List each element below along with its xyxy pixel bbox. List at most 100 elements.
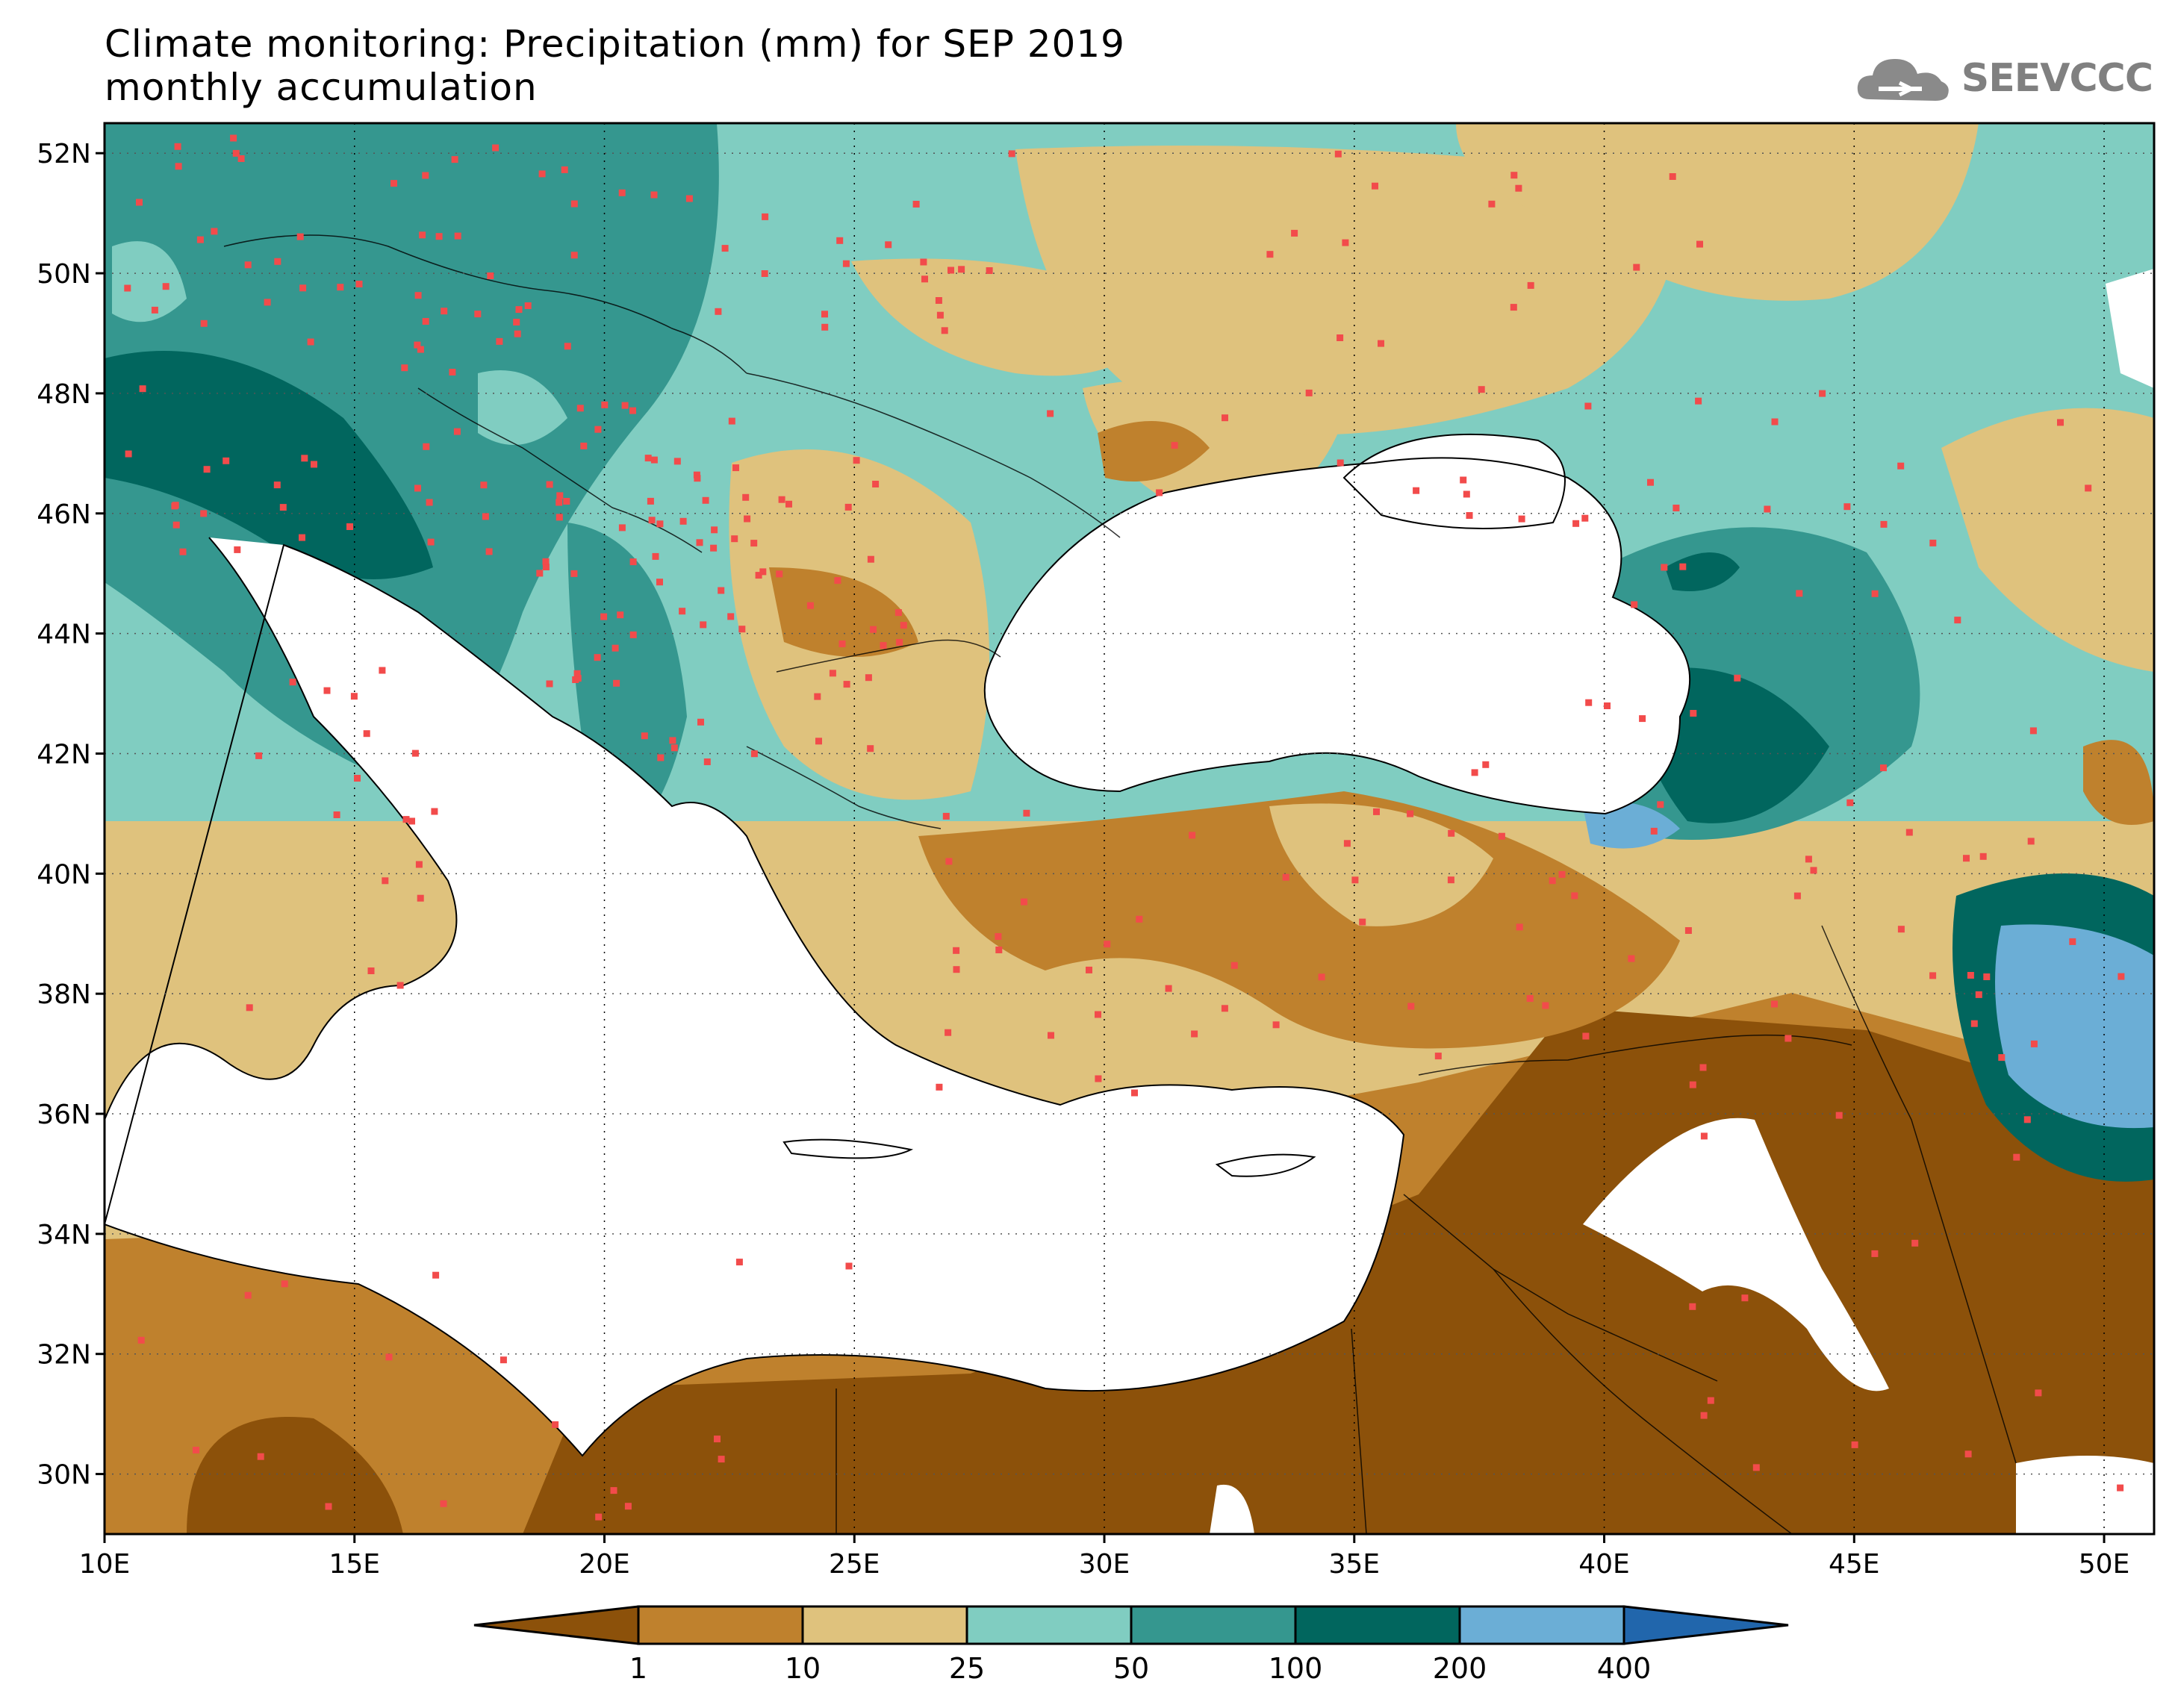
- station-marker: [1498, 832, 1505, 840]
- station-marker: [171, 502, 178, 510]
- station-marker: [2013, 1153, 2020, 1161]
- station-marker: [867, 555, 874, 563]
- station-marker: [1372, 182, 1378, 190]
- station-marker: [624, 1503, 632, 1510]
- station-marker: [1373, 808, 1380, 815]
- station-marker: [2117, 1484, 2124, 1492]
- seevccc-logo: SEEVCCC: [1853, 45, 2153, 112]
- station-marker: [350, 693, 358, 700]
- station-marker: [1880, 520, 1888, 528]
- station-marker: [299, 284, 307, 292]
- station-marker: [1967, 972, 1974, 979]
- station-marker: [995, 947, 1003, 953]
- station-marker: [273, 481, 281, 489]
- station-marker: [936, 311, 944, 319]
- station-marker: [844, 503, 852, 511]
- station-marker: [657, 754, 665, 761]
- station-marker: [610, 1487, 617, 1494]
- station-marker: [1897, 926, 1905, 933]
- station-marker: [1819, 390, 1826, 397]
- station-marker: [552, 1421, 559, 1428]
- station-marker: [1189, 832, 1196, 839]
- station-marker: [1021, 898, 1027, 906]
- lon-tick-label: 35E: [1328, 1549, 1380, 1580]
- station-marker: [379, 667, 386, 674]
- station-marker: [1095, 1075, 1102, 1082]
- station-marker: [1542, 1002, 1549, 1009]
- lat-tick-label: 48N: [37, 379, 91, 410]
- station-marker: [1351, 876, 1359, 884]
- station-marker: [732, 464, 739, 472]
- station-marker: [806, 602, 814, 609]
- station-marker: [546, 481, 553, 488]
- station-marker: [427, 538, 435, 546]
- station-marker: [346, 523, 353, 530]
- colorbar-segment: [1458, 1605, 1625, 1645]
- station-marker: [255, 752, 263, 759]
- station-marker: [1008, 150, 1015, 158]
- station-marker: [1964, 1450, 1972, 1458]
- station-marker: [563, 498, 570, 505]
- station-marker: [367, 967, 375, 974]
- station-marker: [1131, 1089, 1138, 1097]
- station-marker: [354, 775, 361, 782]
- station-marker: [570, 570, 578, 577]
- station-marker: [1871, 1250, 1879, 1257]
- lat-tick-label: 36N: [37, 1100, 91, 1130]
- station-marker: [1478, 386, 1485, 393]
- station-marker: [414, 341, 421, 349]
- station-marker: [1843, 503, 1851, 511]
- station-marker: [1929, 972, 1937, 979]
- station-marker: [1810, 867, 1817, 874]
- station-marker: [223, 457, 230, 464]
- station-marker: [594, 654, 601, 661]
- station-marker: [417, 894, 424, 902]
- station-marker: [656, 520, 664, 528]
- station-marker: [482, 513, 489, 520]
- lon-tick-label: 20E: [579, 1549, 630, 1580]
- station-marker: [2118, 973, 2125, 980]
- station-marker: [232, 149, 240, 157]
- station-marker: [880, 642, 887, 649]
- station-marker: [612, 644, 619, 652]
- station-marker: [1673, 505, 1680, 511]
- station-marker: [573, 670, 581, 677]
- station-marker: [538, 170, 546, 178]
- station-marker: [1905, 829, 1913, 836]
- station-marker: [1970, 1020, 1978, 1027]
- station-marker: [1342, 239, 1349, 246]
- colorbar-segment: [1130, 1605, 1297, 1645]
- map-title: Climate monitoring: Precipitation (mm) f…: [105, 22, 1125, 66]
- station-marker: [426, 499, 433, 506]
- station-marker: [834, 577, 841, 585]
- station-markers: [124, 134, 2125, 1521]
- station-marker: [1572, 520, 1580, 527]
- station-marker: [570, 200, 578, 208]
- station-marker: [390, 180, 397, 187]
- station-marker: [1639, 715, 1646, 723]
- station-marker: [629, 407, 636, 414]
- station-marker: [1752, 1464, 1760, 1471]
- station-marker: [1835, 1112, 1843, 1119]
- station-marker: [821, 311, 828, 318]
- station-marker: [715, 308, 722, 315]
- station-marker: [1171, 442, 1178, 449]
- station-marker: [580, 442, 588, 449]
- lat-tick-label: 42N: [37, 739, 91, 770]
- colorbar-label: 1: [629, 1652, 647, 1685]
- coastlines: [105, 433, 1691, 1457]
- station-marker: [2030, 1040, 2038, 1047]
- station-marker: [244, 1291, 252, 1299]
- station-marker: [1805, 855, 1812, 863]
- station-marker: [474, 311, 482, 318]
- station-marker: [1407, 1003, 1415, 1010]
- station-marker: [1604, 702, 1611, 709]
- colorbar-segment: [965, 1605, 1133, 1645]
- station-marker: [656, 579, 663, 586]
- station-marker: [1407, 810, 1414, 817]
- station-marker: [1463, 490, 1470, 498]
- station-marker: [556, 514, 563, 521]
- cloud-icon: [1857, 59, 1949, 101]
- station-marker: [1582, 1032, 1590, 1040]
- station-marker: [735, 1259, 743, 1266]
